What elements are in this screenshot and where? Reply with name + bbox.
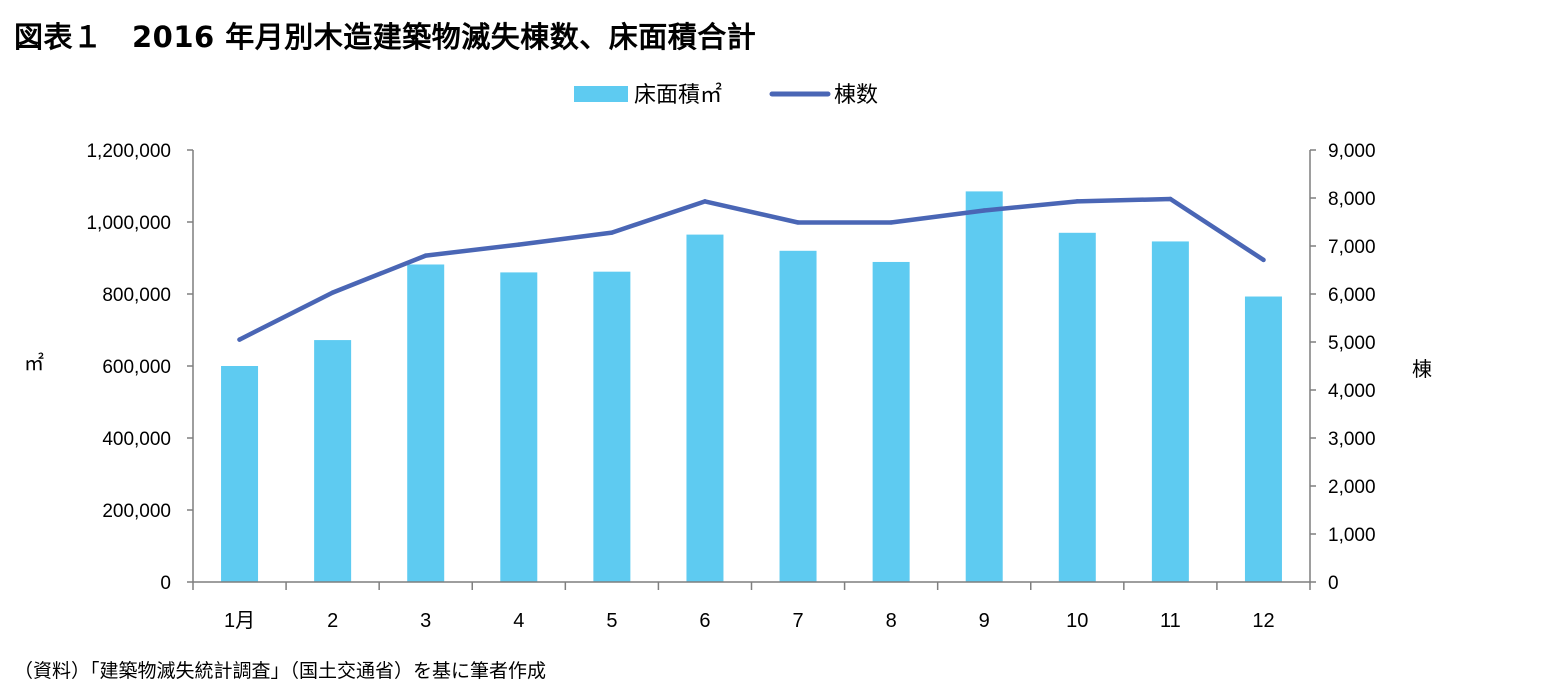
bar-4 <box>500 272 538 582</box>
bar-12 <box>1244 296 1282 582</box>
figure-title: 図表１ 2016 年月別木造建築物滅失棟数、床面積合計 <box>14 20 757 54</box>
x-tick-label: 2 <box>327 610 338 632</box>
line-point-8 <box>888 220 894 225</box>
y-right-tick-label: 9,000 <box>1328 141 1376 162</box>
x-tick-label: 5 <box>606 610 617 632</box>
x-tick-label: 9 <box>979 610 990 632</box>
bar-5 <box>593 271 631 582</box>
line-point-10 <box>1075 199 1080 204</box>
line-point-6 <box>702 199 708 204</box>
line-point-3 <box>423 253 428 258</box>
y-right-tick-label: 1,000 <box>1328 525 1376 546</box>
y-left-tick-label: 600,000 <box>102 357 171 378</box>
y-left-tick-label: 0 <box>160 573 171 594</box>
y-right-tick-label: 5,000 <box>1328 333 1376 354</box>
line-point-2 <box>330 290 335 295</box>
y-right-axis-label: 棟 <box>1412 357 1432 381</box>
y-right-tick-label: 2,000 <box>1328 477 1376 498</box>
y-right-tick-label: 3,000 <box>1328 429 1376 450</box>
bar-8 <box>872 261 910 582</box>
y-right-tick-label: 0 <box>1328 573 1339 594</box>
y-left-tick-label: 1,200,000 <box>86 141 171 162</box>
x-tick-label: 7 <box>792 610 803 632</box>
legend-label-line: 棟数 <box>834 83 878 108</box>
bar-1 <box>221 366 259 582</box>
x-tick-label: 8 <box>886 610 897 632</box>
y-left-tick-label: 1,000,000 <box>86 213 171 234</box>
x-tick-label: 11 <box>1160 610 1181 632</box>
y-left-axis-label: ㎡ <box>24 351 44 375</box>
x-tick-label: 6 <box>699 610 710 632</box>
axes: 0 200,000 400,000 600,000 800,000 1,000,000 1,… <box>86 141 1375 632</box>
x-tick-label: 12 <box>1252 610 1274 632</box>
bar-series <box>221 191 1282 583</box>
line-point-4 <box>516 242 521 247</box>
line-point-12 <box>1261 257 1266 263</box>
bar-9 <box>965 191 1003 582</box>
y-right-tick-label: 8,000 <box>1328 189 1376 210</box>
y-left-tick-label: 800,000 <box>102 285 171 306</box>
y-left-tick-label: 400,000 <box>102 429 171 450</box>
x-tick-label: 4 <box>513 610 524 632</box>
bar-2 <box>314 340 352 582</box>
line-path <box>237 196 1266 342</box>
y-left-tick-label: 200,000 <box>102 501 171 522</box>
bar-3 <box>407 264 445 582</box>
x-tick-label: 3 <box>420 610 431 632</box>
source-note: （資料）「建築物滅失統計調査」（国土交通省）を基に筆者作成 <box>14 660 547 682</box>
y-right-tick-label: 7,000 <box>1328 237 1376 258</box>
bar-10 <box>1058 232 1096 583</box>
line-point-9 <box>982 208 987 213</box>
bar-11 <box>1151 241 1189 582</box>
legend-swatch-bar <box>574 86 628 102</box>
line-point-1 <box>237 337 242 342</box>
line-point-5 <box>609 230 615 235</box>
x-tick-label: 10 <box>1066 610 1088 632</box>
y-right-tick-label: 6,000 <box>1328 285 1376 306</box>
bar-6 <box>686 234 724 582</box>
line-series <box>237 196 1266 342</box>
legend: 床面積㎡ 棟数 <box>574 82 878 108</box>
line-point-11 <box>1168 196 1173 202</box>
x-tick-label: 1月 <box>224 610 255 632</box>
y-right-tick-label: 4,000 <box>1328 381 1376 402</box>
bar-7 <box>779 250 817 583</box>
line-point-7 <box>795 220 801 225</box>
legend-label-bar: 床面積㎡ <box>634 82 722 108</box>
